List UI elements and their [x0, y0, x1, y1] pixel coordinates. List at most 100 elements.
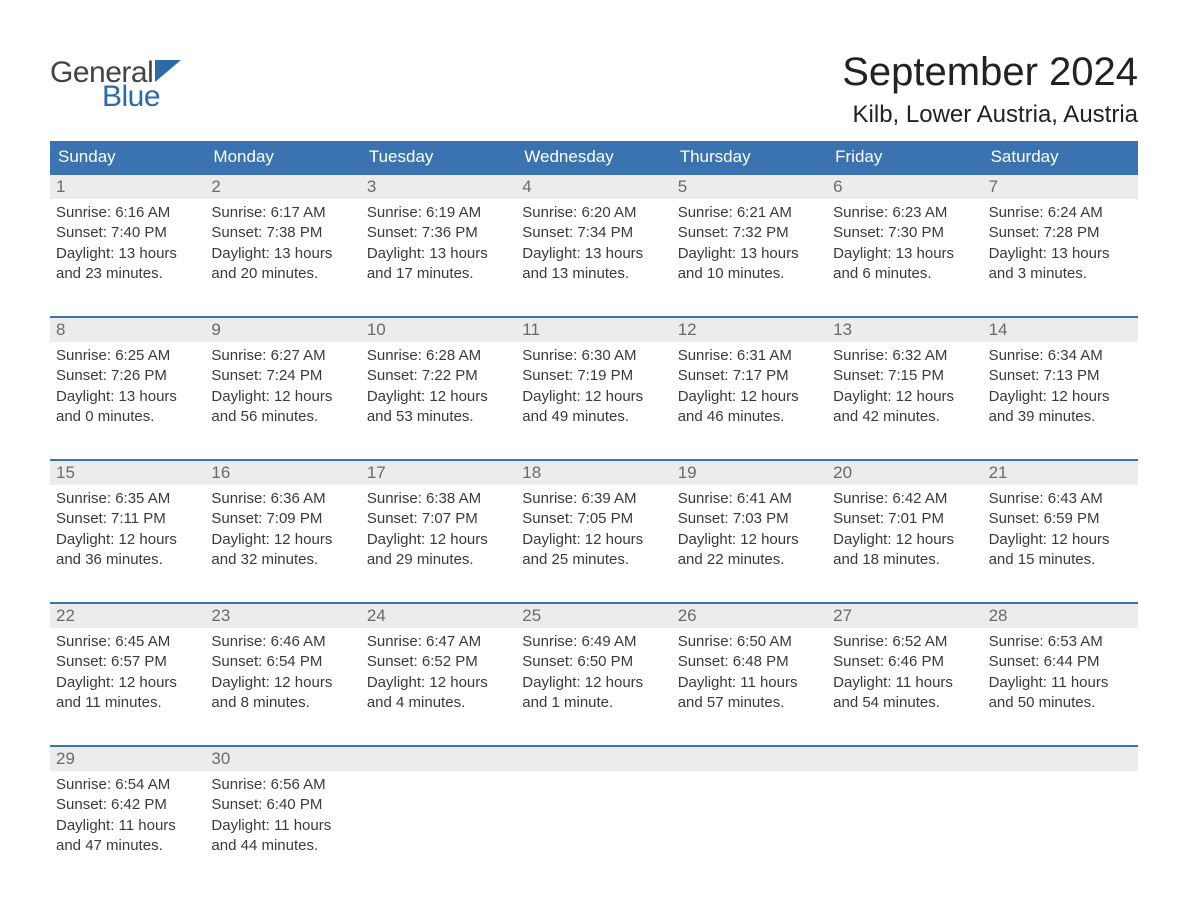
- daylight-line: Daylight: 12 hours and 56 minutes.: [211, 387, 354, 428]
- day-cell: Sunrise: 6:56 AMSunset: 6:40 PMDaylight:…: [205, 771, 360, 860]
- daylight-line: Daylight: 11 hours and 44 minutes.: [211, 816, 354, 857]
- sunrise-line: Sunrise: 6:16 AM: [56, 203, 199, 223]
- day-header: Saturday: [983, 141, 1138, 173]
- daynum-row: 1234567: [50, 175, 1138, 199]
- daylight-line: Daylight: 12 hours and 22 minutes.: [678, 530, 821, 571]
- day-cell: Sunrise: 6:47 AMSunset: 6:52 PMDaylight:…: [361, 628, 516, 717]
- calendar-week: 2930Sunrise: 6:54 AMSunset: 6:42 PMDayli…: [50, 745, 1138, 860]
- sunrise-line: Sunrise: 6:21 AM: [678, 203, 821, 223]
- day-cell: Sunrise: 6:45 AMSunset: 6:57 PMDaylight:…: [50, 628, 205, 717]
- day-number: 3: [361, 175, 516, 199]
- day-number: 27: [827, 604, 982, 628]
- day-cell: Sunrise: 6:36 AMSunset: 7:09 PMDaylight:…: [205, 485, 360, 574]
- day-number: 8: [50, 318, 205, 342]
- day-number: 7: [983, 175, 1138, 199]
- day-number: 23: [205, 604, 360, 628]
- day-number: [827, 747, 982, 771]
- day-number: [516, 747, 671, 771]
- daylight-line: Daylight: 11 hours and 50 minutes.: [989, 673, 1132, 714]
- day-header: Sunday: [50, 141, 205, 173]
- sunrise-line: Sunrise: 6:35 AM: [56, 489, 199, 509]
- day-number: 11: [516, 318, 671, 342]
- calendar-week: 891011121314 Sunrise: 6:25 AMSunset: 7:26…: [50, 316, 1138, 431]
- sunrise-line: Sunrise: 6:52 AM: [833, 632, 976, 652]
- sunset-line: Sunset: 6:46 PM: [833, 652, 976, 672]
- sunset-line: Sunset: 6:48 PM: [678, 652, 821, 672]
- sunset-line: Sunset: 7:15 PM: [833, 366, 976, 386]
- sunrise-line: Sunrise: 6:25 AM: [56, 346, 199, 366]
- day-header: Monday: [205, 141, 360, 173]
- sunset-line: Sunset: 7:26 PM: [56, 366, 199, 386]
- day-number: 14: [983, 318, 1138, 342]
- sunset-line: Sunset: 7:11 PM: [56, 509, 199, 529]
- sunrise-line: Sunrise: 6:49 AM: [522, 632, 665, 652]
- day-number: 29: [50, 747, 205, 771]
- day-number: 26: [672, 604, 827, 628]
- day-number: [983, 747, 1138, 771]
- sunset-line: Sunset: 7:32 PM: [678, 223, 821, 243]
- day-header: Wednesday: [516, 141, 671, 173]
- day-cell: Sunrise: 6:34 AMSunset: 7:13 PMDaylight:…: [983, 342, 1138, 431]
- day-cell: Sunrise: 6:54 AMSunset: 6:42 PMDaylight:…: [50, 771, 205, 860]
- sunset-line: Sunset: 7:30 PM: [833, 223, 976, 243]
- month-title: September 2024: [842, 50, 1138, 95]
- sunset-line: Sunset: 6:42 PM: [56, 795, 199, 815]
- daylight-line: Daylight: 12 hours and 29 minutes.: [367, 530, 510, 571]
- daylight-line: Daylight: 12 hours and 15 minutes.: [989, 530, 1132, 571]
- daylight-line: Daylight: 12 hours and 42 minutes.: [833, 387, 976, 428]
- daylight-line: Daylight: 12 hours and 1 minute.: [522, 673, 665, 714]
- sunrise-line: Sunrise: 6:31 AM: [678, 346, 821, 366]
- daylight-line: Daylight: 11 hours and 54 minutes.: [833, 673, 976, 714]
- day-cell: Sunrise: 6:32 AMSunset: 7:15 PMDaylight:…: [827, 342, 982, 431]
- daylight-line: Daylight: 13 hours and 3 minutes.: [989, 244, 1132, 285]
- day-number: [672, 747, 827, 771]
- day-number: 4: [516, 175, 671, 199]
- calendar: SundayMondayTuesdayWednesdayThursdayFrid…: [50, 141, 1138, 860]
- sunrise-line: Sunrise: 6:20 AM: [522, 203, 665, 223]
- daylight-line: Daylight: 12 hours and 8 minutes.: [211, 673, 354, 714]
- day-cell: [672, 771, 827, 860]
- day-cell: Sunrise: 6:27 AMSunset: 7:24 PMDaylight:…: [205, 342, 360, 431]
- day-number: 5: [672, 175, 827, 199]
- sunrise-line: Sunrise: 6:27 AM: [211, 346, 354, 366]
- sunset-line: Sunset: 7:22 PM: [367, 366, 510, 386]
- day-cell: Sunrise: 6:20 AMSunset: 7:34 PMDaylight:…: [516, 199, 671, 288]
- sunset-line: Sunset: 7:34 PM: [522, 223, 665, 243]
- header: General Blue September 2024 Kilb, Lower …: [50, 50, 1138, 129]
- sunset-line: Sunset: 7:03 PM: [678, 509, 821, 529]
- day-cell: [516, 771, 671, 860]
- day-cell: Sunrise: 6:50 AMSunset: 6:48 PMDaylight:…: [672, 628, 827, 717]
- sunrise-line: Sunrise: 6:38 AM: [367, 489, 510, 509]
- sunrise-line: Sunrise: 6:30 AM: [522, 346, 665, 366]
- daylight-line: Daylight: 12 hours and 49 minutes.: [522, 387, 665, 428]
- daylight-line: Daylight: 11 hours and 57 minutes.: [678, 673, 821, 714]
- day-header: Thursday: [672, 141, 827, 173]
- sunset-line: Sunset: 6:59 PM: [989, 509, 1132, 529]
- sunset-line: Sunset: 7:05 PM: [522, 509, 665, 529]
- daynum-row: 15161718192021: [50, 461, 1138, 485]
- day-number: 1: [50, 175, 205, 199]
- day-number: 20: [827, 461, 982, 485]
- day-number: 16: [205, 461, 360, 485]
- sunrise-line: Sunrise: 6:36 AM: [211, 489, 354, 509]
- daylight-line: Daylight: 12 hours and 11 minutes.: [56, 673, 199, 714]
- daynum-row: 891011121314: [50, 318, 1138, 342]
- sunset-line: Sunset: 6:54 PM: [211, 652, 354, 672]
- day-cell: [361, 771, 516, 860]
- sunset-line: Sunset: 6:50 PM: [522, 652, 665, 672]
- day-number: 21: [983, 461, 1138, 485]
- sunset-line: Sunset: 7:38 PM: [211, 223, 354, 243]
- sunrise-line: Sunrise: 6:34 AM: [989, 346, 1132, 366]
- sunrise-line: Sunrise: 6:53 AM: [989, 632, 1132, 652]
- sunrise-line: Sunrise: 6:28 AM: [367, 346, 510, 366]
- day-number: 18: [516, 461, 671, 485]
- day-cell: Sunrise: 6:28 AMSunset: 7:22 PMDaylight:…: [361, 342, 516, 431]
- sunset-line: Sunset: 7:17 PM: [678, 366, 821, 386]
- sunrise-line: Sunrise: 6:46 AM: [211, 632, 354, 652]
- day-cell: Sunrise: 6:24 AMSunset: 7:28 PMDaylight:…: [983, 199, 1138, 288]
- sunrise-line: Sunrise: 6:32 AM: [833, 346, 976, 366]
- sunset-line: Sunset: 7:24 PM: [211, 366, 354, 386]
- daylight-line: Daylight: 12 hours and 32 minutes.: [211, 530, 354, 571]
- day-number: 6: [827, 175, 982, 199]
- day-cell: Sunrise: 6:41 AMSunset: 7:03 PMDaylight:…: [672, 485, 827, 574]
